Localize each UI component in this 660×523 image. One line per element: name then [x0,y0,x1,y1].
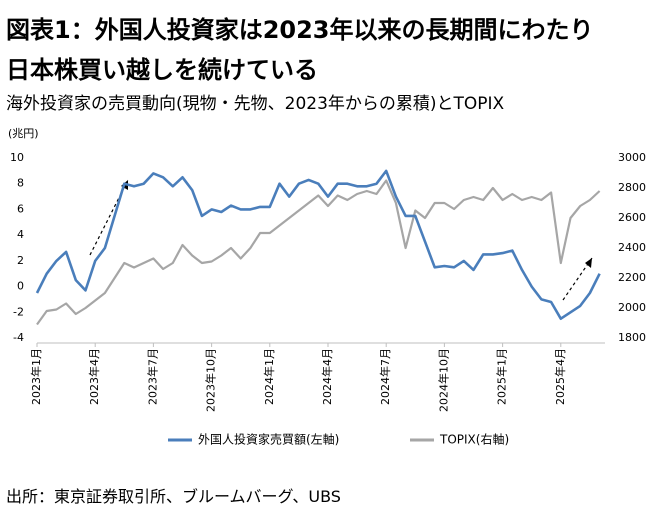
chart-title: 図表1：外国人投資家は2023年以来の長期間にわたり [6,16,594,44]
y2-tick-label: 1800 [618,331,646,344]
y-tick-label: 2 [17,254,24,267]
arrow-head [585,258,592,268]
x-tick-label: 2025年1月 [495,348,509,405]
y2-tick-label: 2200 [618,271,646,284]
y2-tick-label: 3000 [618,151,646,164]
y-tick-label: 8 [17,177,24,190]
legend-label: 外国人投資家売買額(左軸) [198,432,339,447]
annotation-arrows [89,179,593,301]
y2-tick-label: 2000 [618,301,646,314]
x-tick-label: 2024年7月 [378,348,392,405]
y2-tick-label: 2400 [618,241,646,254]
y2-tick-label: 2800 [618,181,646,194]
y-tick-label: 6 [17,202,24,215]
x-tick-label: 2023年1月 [29,348,43,405]
series-line [36,179,601,326]
x-tick-label: 2025年4月 [553,348,567,405]
y-tick-label: 10 [10,151,24,164]
x-tick-label: 2023年10月 [204,348,218,412]
y-tick-label: -4 [13,331,24,344]
y-tick-label: 0 [17,280,24,293]
series-line [35,169,601,320]
x-tick-label: 2023年4月 [87,348,101,405]
y-tick-label: -2 [13,305,24,318]
x-tick-label: 2024年4月 [320,348,334,405]
y2-tick-label: 2600 [618,211,646,224]
chart-title: 日本株買い越しを続けている [6,56,318,84]
legend-label: TOPIX(右軸) [439,432,509,447]
x-tick-label: 2024年10月 [436,348,450,412]
chart-subtitle: 海外投資家の売買動向(現物・先物、2023年からの累積)とTOPIX [6,94,505,114]
y-axis-label: (兆円) [8,127,39,140]
x-tick-label: 2023年7月 [145,348,159,405]
source: 出所：東京証券取引所、ブルームバーグ、UBS [6,487,341,506]
x-tick-label: 2024年1月 [262,348,276,405]
y-tick-label: 4 [17,228,24,241]
